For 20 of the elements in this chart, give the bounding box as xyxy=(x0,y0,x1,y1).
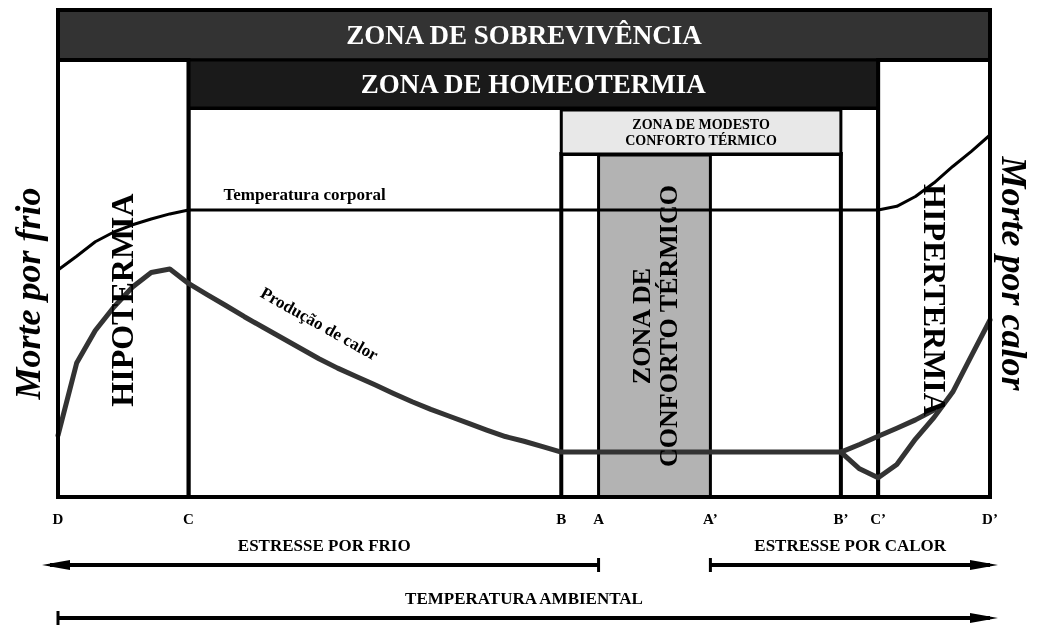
text: TEMPERATURA AMBIENTAL xyxy=(405,589,643,608)
band-label: ZONA DE MODESTO CONFORTO TÉRMICO xyxy=(625,117,778,149)
text: ESTRESSE POR FRIO xyxy=(237,536,411,555)
x-tick-label: B’ xyxy=(833,511,849,527)
text: Morte por frio xyxy=(8,187,48,401)
text: ESTRESSE POR CALOR xyxy=(754,536,947,555)
band-label: ZONA DE HOMEOTERMIA xyxy=(360,69,707,100)
x-tick-label: A xyxy=(593,511,605,527)
band-label: HIPOTERMIA xyxy=(104,193,141,407)
band-label: HIPERTERMIA xyxy=(917,184,954,416)
x-tick-label: D xyxy=(52,511,64,527)
band-label: ZONA DE CONFORTO TÉRMICO xyxy=(627,185,684,467)
x-tick-label: A’ xyxy=(703,511,718,527)
band-label: ZONA DE SOBREVIVÊNCIA xyxy=(346,20,703,51)
x-tick-label: C xyxy=(183,511,194,527)
series-label: Temperatura corporal xyxy=(223,184,387,204)
text: Morte por calor xyxy=(994,155,1034,392)
x-tick-label: D’ xyxy=(982,511,998,527)
x-tick-label: C’ xyxy=(870,511,887,527)
x-tick-label: B xyxy=(556,511,567,527)
